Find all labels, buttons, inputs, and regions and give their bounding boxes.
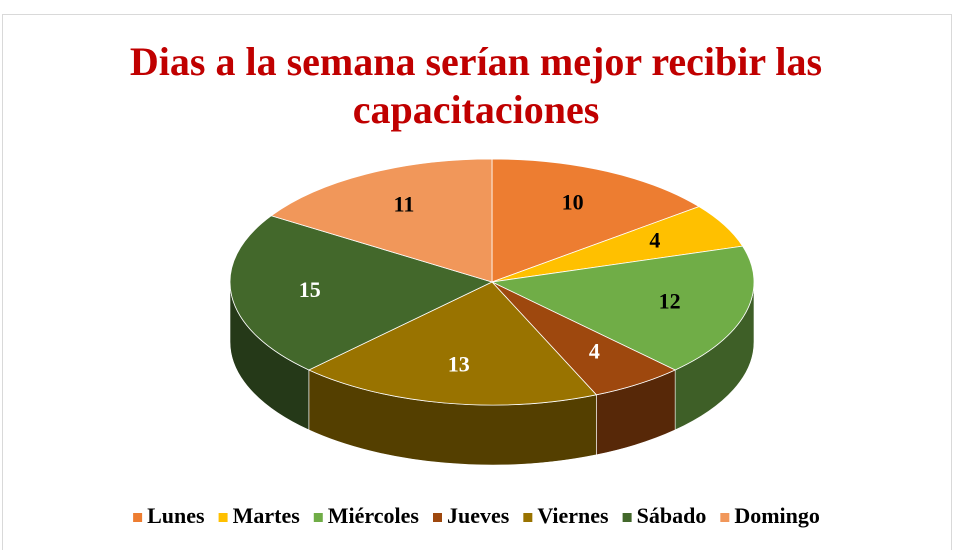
legend-swatch bbox=[218, 513, 228, 522]
slice bbox=[229, 215, 494, 371]
data-label: 4 bbox=[589, 339, 600, 364]
legend-label: Miércoles bbox=[328, 503, 420, 528]
slice bbox=[491, 158, 700, 283]
slice bbox=[307, 281, 598, 406]
data-label: 15 bbox=[299, 277, 321, 302]
slice-tops bbox=[229, 158, 755, 406]
legend-label: Sábado bbox=[637, 503, 707, 528]
legend-label: Domingo bbox=[734, 503, 820, 528]
chart-border bbox=[2, 14, 952, 550]
chart-title: Dias a la semana serían mejor recibir la… bbox=[129, 39, 823, 132]
legend-swatch bbox=[523, 513, 533, 522]
data-label: 12 bbox=[659, 288, 681, 313]
legend-swatch bbox=[313, 513, 323, 522]
data-label: 13 bbox=[448, 352, 470, 377]
slice bbox=[270, 158, 493, 283]
legend-swatch bbox=[133, 513, 143, 522]
data-label: 4 bbox=[649, 227, 660, 252]
legend: Lunes Martes Miércoles Jueves Viernes Sábado D… bbox=[133, 503, 820, 528]
legend-swatch bbox=[720, 513, 730, 522]
data-label: 11 bbox=[394, 192, 415, 217]
legend-label: Viernes bbox=[537, 503, 609, 528]
data-label: 10 bbox=[562, 190, 584, 215]
legend-label: Lunes bbox=[147, 503, 205, 528]
legend-label: Martes bbox=[233, 503, 301, 528]
legend-label: Jueves bbox=[447, 503, 510, 528]
legend-swatch bbox=[433, 513, 442, 522]
legend-swatch bbox=[622, 513, 632, 522]
slice bbox=[490, 245, 755, 371]
